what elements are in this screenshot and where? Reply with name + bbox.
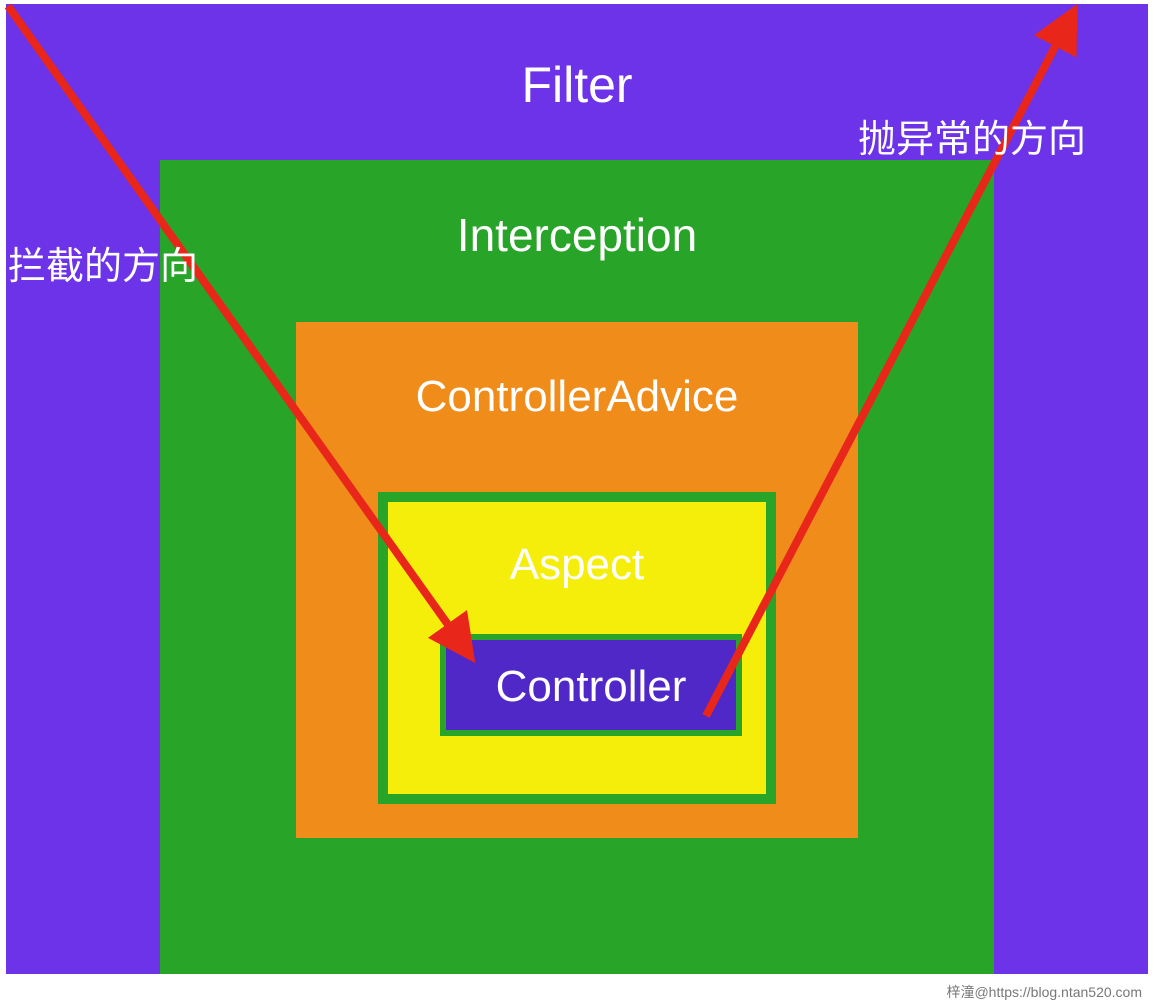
layer-label-interception: Interception — [160, 208, 994, 262]
layer-label-aspect: Aspect — [388, 540, 766, 590]
diagram-canvas: Filter Interception ControllerAdvice Asp… — [0, 0, 1154, 978]
annotation-exception: 抛异常的方向 — [858, 108, 1086, 163]
layer-label-controller: Controller — [446, 662, 736, 712]
layer-controller: Controller — [440, 634, 742, 736]
layer-label-filter: Filter — [6, 56, 1148, 114]
watermark: 梓潼@https://blog.ntan520.com — [946, 982, 1142, 1002]
layer-label-controller-advice: ControllerAdvice — [296, 372, 858, 422]
annotation-intercept: 拦截的方向 — [8, 235, 198, 290]
